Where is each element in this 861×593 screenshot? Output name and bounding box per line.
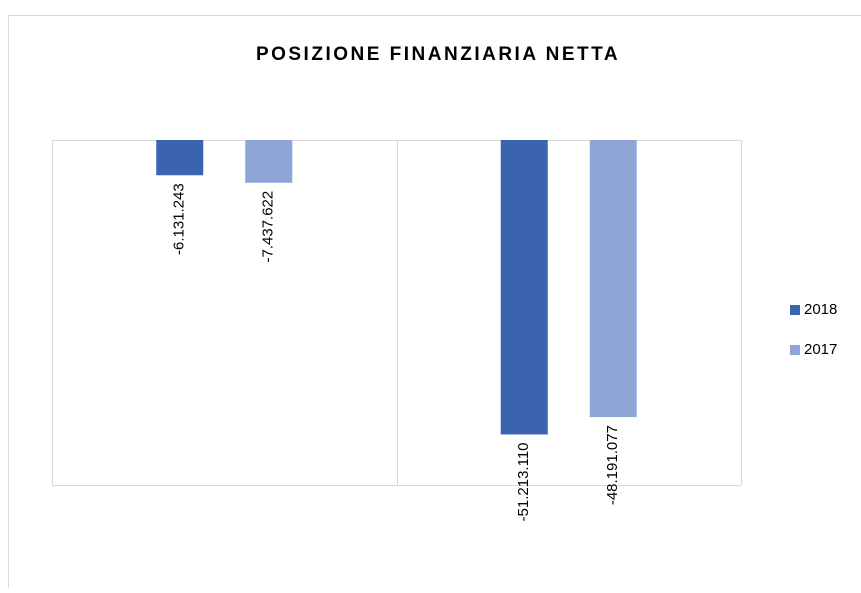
legend-swatch	[790, 345, 800, 355]
legend-label: 2017	[804, 341, 837, 358]
data-label: -51.213.110	[515, 442, 532, 521]
bar	[501, 140, 548, 434]
chart-frame	[9, 16, 861, 589]
bar	[590, 140, 637, 417]
legend-label: 2018	[804, 301, 837, 318]
data-label: -48.191.077	[604, 425, 621, 505]
chart-title: POSIZIONE FINANZIARIA NETTA	[256, 44, 620, 65]
bar	[245, 140, 292, 183]
data-label: -6.131.243	[171, 183, 188, 255]
data-label: -7.437.622	[260, 191, 277, 263]
legend-swatch	[790, 305, 800, 315]
bar	[156, 140, 203, 175]
